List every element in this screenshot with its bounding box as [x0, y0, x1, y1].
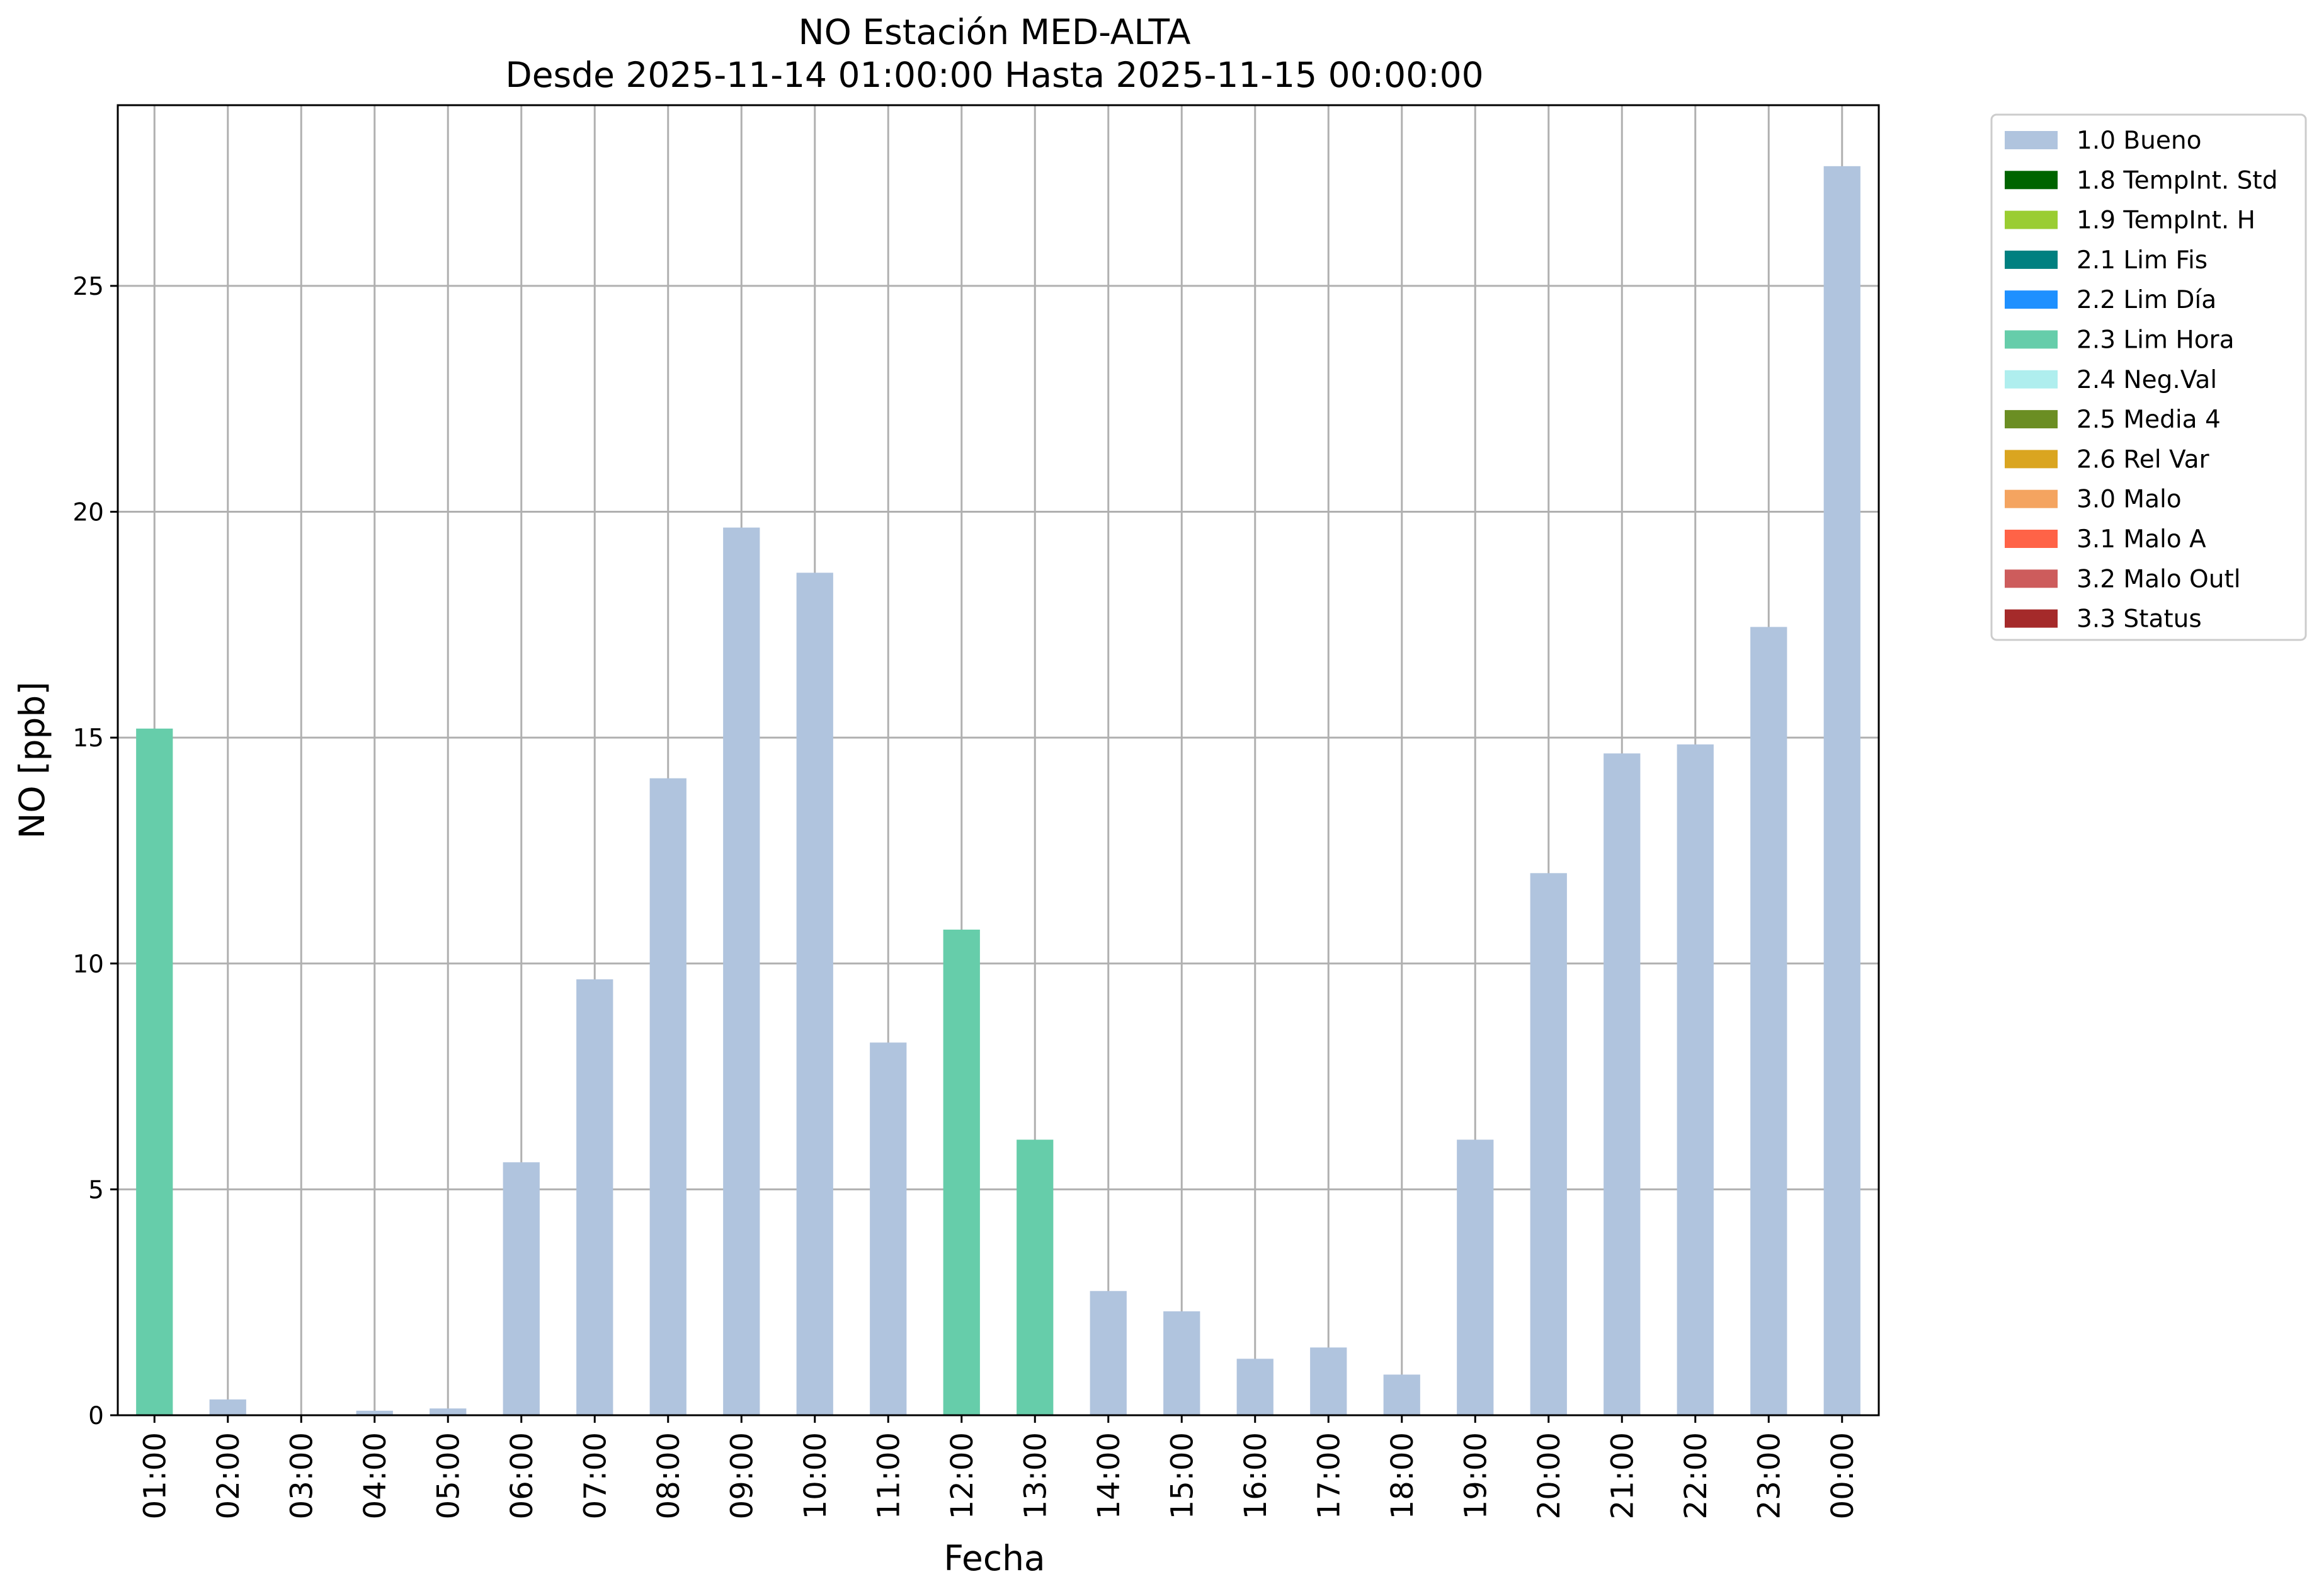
bar-1300: [1017, 1139, 1054, 1415]
x-tick-label: 14:00: [1091, 1432, 1127, 1519]
x-tick-label: 15:00: [1165, 1432, 1200, 1519]
legend-swatch: [2005, 290, 2058, 309]
legend-label: 2.2 Lim Día: [2077, 286, 2216, 314]
x-tick-label: 12:00: [945, 1432, 980, 1519]
chart-title: NO Estación MED-ALTA: [799, 12, 1191, 52]
legend-label: 3.0 Malo: [2077, 486, 2182, 514]
bar-0100: [136, 728, 173, 1415]
legend-label: 2.4 Neg.Val: [2077, 366, 2217, 394]
y-tick-label: 20: [72, 499, 104, 527]
x-tick-label: 23:00: [1752, 1432, 1787, 1519]
x-tick-label: 20:00: [1532, 1432, 1567, 1519]
legend-label: 1.0 Bueno: [2077, 127, 2201, 155]
bar-2000: [1530, 873, 1567, 1415]
legend-swatch: [2005, 489, 2058, 508]
x-tick-label: 19:00: [1458, 1432, 1493, 1519]
y-tick-label: 15: [72, 724, 104, 753]
x-tick-label: 10:00: [798, 1432, 833, 1519]
bar-0800: [649, 778, 687, 1415]
x-tick-label: 07:00: [578, 1432, 613, 1519]
y-axis-ticks: 0 5 10 15 20 25: [72, 273, 118, 1430]
x-tick-label: 01:00: [137, 1432, 173, 1519]
x-tick-label: 08:00: [651, 1432, 687, 1519]
x-tick-label: 22:00: [1678, 1432, 1714, 1519]
x-tick-label: 03:00: [284, 1432, 319, 1519]
bar-2300: [1750, 627, 1787, 1415]
legend-label: 1.9 TempInt. H: [2077, 207, 2255, 235]
y-tick-label: 25: [72, 273, 104, 301]
bar-0400: [356, 1410, 393, 1415]
x-tick-label: 04:00: [358, 1432, 393, 1519]
x-tick-label: 02:00: [211, 1432, 246, 1519]
y-tick-label: 5: [88, 1176, 104, 1204]
legend-box: [1990, 113, 2307, 641]
bar-1800: [1383, 1374, 1420, 1415]
x-tick-label: 13:00: [1018, 1432, 1053, 1519]
y-axis-label: NO [ppb]: [12, 681, 52, 839]
x-axis-ticks: 01:00 02:00 03:00 04:00 05:00 06:00 07:00 08:00…: [137, 1415, 1860, 1519]
bar-0900: [723, 527, 760, 1416]
chart-subtitle: Desde 2025-11-14 01:00:00 Hasta 2025-11-…: [505, 55, 1483, 95]
bar-0700: [576, 979, 613, 1415]
bar-1900: [1457, 1139, 1494, 1415]
bar-0000: [1823, 166, 1860, 1415]
legend-swatch: [2005, 131, 2058, 149]
x-tick-label: 11:00: [871, 1432, 906, 1519]
y-tick-label: 0: [88, 1402, 104, 1430]
bar-0200: [209, 1399, 246, 1415]
legend-label: 3.1 Malo A: [2077, 525, 2206, 554]
legend-label: 2.5 Media 4: [2077, 406, 2221, 434]
legend-swatch: [2005, 410, 2058, 429]
legend-label: 3.2 Malo Outl: [2077, 565, 2241, 593]
legend-swatch: [2005, 250, 2058, 269]
bar-1500: [1163, 1311, 1200, 1415]
bar-2100: [1604, 753, 1641, 1415]
y-tick-label: 10: [72, 950, 104, 979]
legend: 1.0 Bueno 1.8 TempInt. Std 1.9 TempInt. H 2…: [1990, 113, 2307, 641]
x-tick-label: 16:00: [1238, 1432, 1273, 1519]
legend-swatch: [2005, 450, 2058, 469]
bar-1200: [943, 929, 980, 1415]
legend-swatch: [2005, 370, 2058, 389]
legend-items: 1.0 Bueno 1.8 TempInt. Std 1.9 TempInt. H 2…: [2005, 127, 2277, 634]
legend-label: 2.6 Rel Var: [2077, 445, 2210, 474]
x-tick-label: 00:00: [1825, 1432, 1860, 1519]
bars: [136, 166, 1860, 1416]
legend-label: 3.3 Status: [2077, 605, 2202, 634]
legend-swatch: [2005, 530, 2058, 548]
legend-swatch: [2005, 171, 2058, 190]
x-axis-label: Fecha: [943, 1538, 1045, 1578]
x-tick-label: 09:00: [724, 1432, 760, 1519]
bar-1600: [1236, 1359, 1273, 1415]
x-tick-label: 17:00: [1311, 1432, 1347, 1519]
legend-label: 1.8 TempInt. Std: [2077, 166, 2277, 195]
legend-label: 2.1 Lim Fis: [2077, 246, 2208, 275]
legend-swatch: [2005, 569, 2058, 588]
legend-label: 2.3 Lim Hora: [2077, 326, 2235, 355]
bar-0500: [430, 1408, 467, 1415]
bar-2200: [1677, 744, 1714, 1415]
bar-1100: [870, 1042, 907, 1415]
x-tick-label: 18:00: [1385, 1432, 1420, 1519]
bar-1000: [796, 573, 833, 1415]
bar-0600: [503, 1162, 540, 1415]
legend-swatch: [2005, 210, 2058, 229]
x-tick-label: 06:00: [504, 1432, 540, 1519]
bar-1400: [1090, 1291, 1127, 1415]
bar-1700: [1310, 1347, 1347, 1415]
x-tick-label: 21:00: [1605, 1432, 1640, 1519]
legend-swatch: [2005, 330, 2058, 349]
plot-frame: [117, 104, 1880, 1416]
legend-swatch: [2005, 609, 2058, 628]
x-tick-label: 05:00: [431, 1432, 466, 1519]
